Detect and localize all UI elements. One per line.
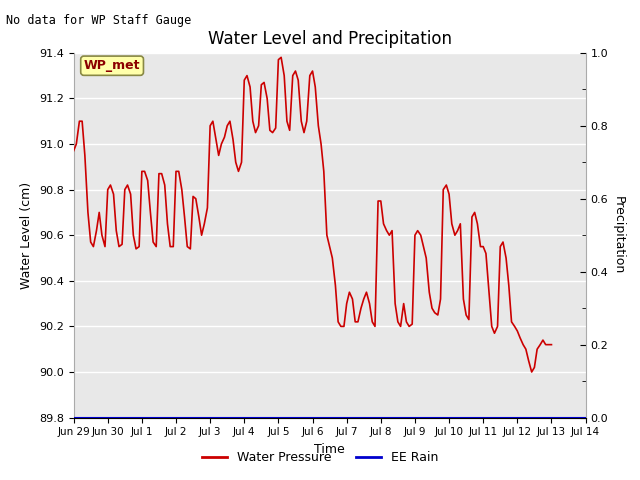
X-axis label: Time: Time — [314, 443, 345, 456]
Y-axis label: Water Level (cm): Water Level (cm) — [20, 181, 33, 289]
Text: No data for WP Staff Gauge: No data for WP Staff Gauge — [6, 14, 191, 27]
Legend: Water Pressure, EE Rain: Water Pressure, EE Rain — [196, 446, 444, 469]
Text: WP_met: WP_met — [84, 59, 140, 72]
Title: Water Level and Precipitation: Water Level and Precipitation — [207, 30, 452, 48]
Y-axis label: Precipitation: Precipitation — [612, 196, 625, 275]
